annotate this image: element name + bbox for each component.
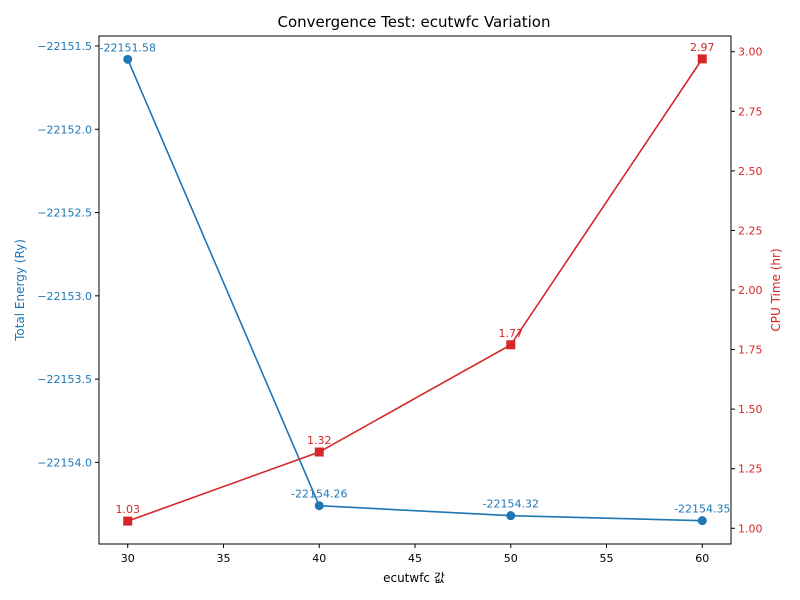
cpu-time-point: [314, 447, 324, 457]
y-axis-energy: −22151.5 −22152.0 −22152.5 −22153.0 −22153.5…: [37, 40, 99, 469]
series-layer: -22151.58 -22154.26 -22154.32 -22154.35 1.03…: [99, 41, 731, 526]
energy-point: [314, 501, 324, 511]
cpu-time-line: [127, 58, 703, 522]
energy-point: [697, 516, 707, 526]
x-tick-label: 55: [600, 552, 614, 565]
x-tick-label: 35: [216, 552, 230, 565]
energy-data-label: -22154.35: [674, 503, 730, 516]
y-left-tick-label: −22154.0: [37, 456, 92, 469]
y-right-tick-label: 1.75: [738, 344, 763, 357]
y-left-tick-label: −22153.0: [37, 290, 92, 303]
energy-point: [506, 511, 516, 521]
energy-line: [126, 59, 703, 522]
chart-title: Convergence Test: ecutwfc Variation: [277, 13, 550, 31]
y-right-tick-label: 1.50: [738, 403, 763, 416]
plot-area: [98, 35, 732, 545]
y-left-tick-label: −22152.0: [37, 123, 92, 136]
x-tick-label: 40: [312, 552, 326, 565]
energy-data-label: -22154.32: [483, 498, 539, 511]
y-right-tick-label: 2.50: [738, 165, 763, 178]
cpu-time-data-label: 1.32: [307, 434, 332, 447]
y-right-tick-label: 2.00: [738, 284, 763, 297]
x-axis-label: ecutwfc 값: [383, 571, 445, 585]
y-axis-right-label: CPU Time (hr): [769, 248, 783, 331]
energy-point: [123, 54, 133, 64]
cpu-time-point: [506, 340, 516, 350]
x-tick-label: 50: [504, 552, 518, 565]
y-right-tick-label: 2.75: [738, 105, 763, 118]
cpu-time-point: [123, 516, 133, 526]
cpu-time-data-label: 1.03: [115, 503, 140, 516]
y-right-tick-label: 2.25: [738, 224, 763, 237]
x-tick-label: 30: [121, 552, 135, 565]
cpu-time-point: [697, 54, 707, 64]
y-right-tick-label: 1.00: [738, 522, 763, 535]
energy-data-label: -22151.58: [99, 41, 155, 54]
x-tick-label: 60: [695, 552, 709, 565]
cpu-time-data-label: 1.77: [499, 327, 524, 340]
energy-data-label: -22154.26: [291, 488, 347, 501]
y-axis-left-label: Total Energy (Ry): [13, 239, 27, 342]
cpu-time-data-label: 2.97: [690, 41, 715, 54]
y-right-tick-label: 3.00: [738, 46, 763, 59]
y-axis-cpu-time: 1.00 1.25 1.50 1.75 2.00 2.25 2.50 2.75 3.00: [731, 46, 763, 535]
x-tick-label: 45: [408, 552, 422, 565]
y-left-tick-label: −22152.5: [37, 207, 92, 220]
x-axis: 30 35 40 45 50 55 60: [121, 544, 709, 565]
y-right-tick-label: 1.25: [738, 463, 763, 476]
y-left-tick-label: −22151.5: [37, 40, 92, 53]
y-left-tick-label: −22153.5: [37, 373, 92, 386]
